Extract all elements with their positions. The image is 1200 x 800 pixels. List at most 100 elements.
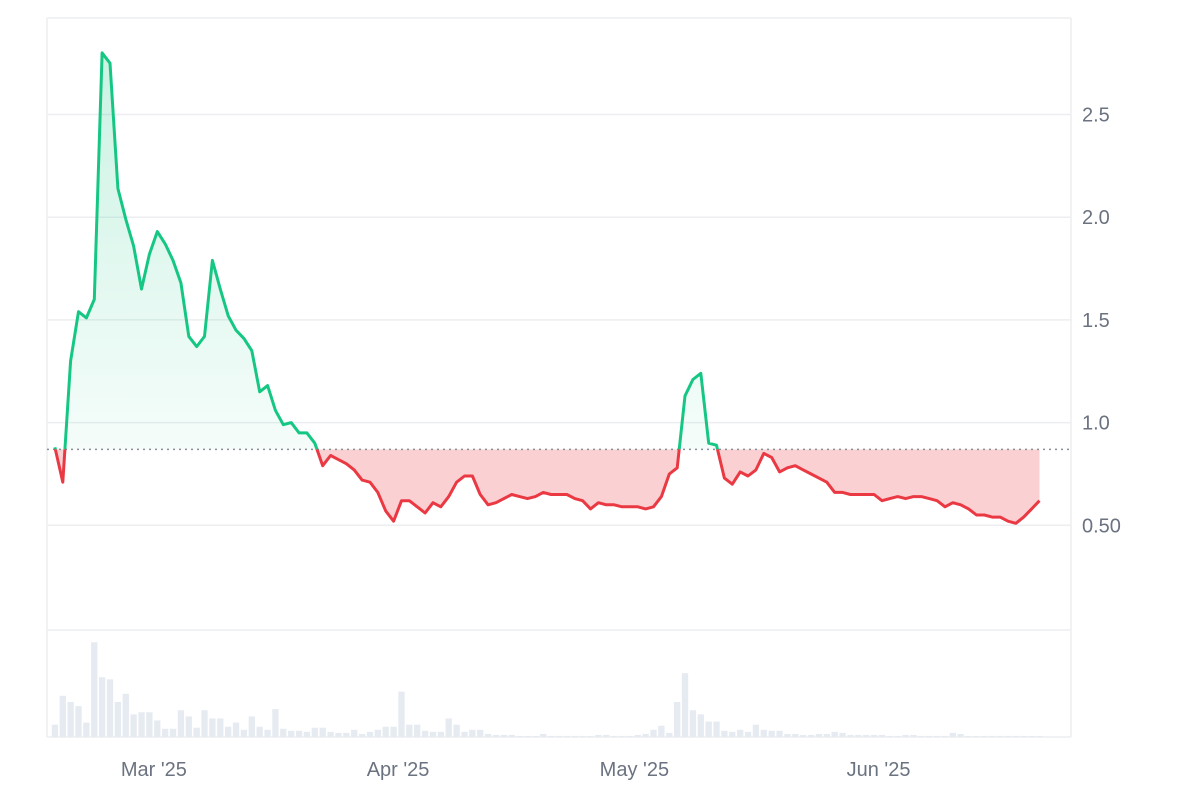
volume-bar <box>886 735 893 737</box>
volume-bar <box>674 701 681 737</box>
volume-bar <box>185 716 192 737</box>
volume-bar <box>626 735 634 737</box>
x-axis-ticks: Mar '25 Apr '25 May '25 Jun '25 <box>121 759 911 781</box>
volume-bar <box>839 732 846 737</box>
volume-bar <box>855 734 862 737</box>
volume-bar <box>555 735 563 737</box>
volume-bar <box>941 735 949 737</box>
volume-bar <box>524 735 531 737</box>
volume-bar <box>327 731 334 737</box>
volume-bar <box>225 726 232 737</box>
volume-bar <box>303 731 311 737</box>
price-area-fills <box>54 52 1040 524</box>
volume-bar <box>721 730 728 737</box>
volume-bar <box>162 728 169 737</box>
volume-bar <box>618 735 626 737</box>
volume-bar <box>815 733 823 737</box>
volume-bar <box>926 735 933 737</box>
volume-bar <box>500 734 508 737</box>
volume-bar <box>666 732 673 737</box>
area-below-baseline <box>55 449 1040 524</box>
volume-bar <box>295 730 303 737</box>
volume-bar <box>933 735 941 737</box>
volume-bar <box>1012 735 1020 737</box>
volume-bar <box>571 735 578 737</box>
volume-bar <box>217 718 224 737</box>
volume-bar <box>445 718 452 737</box>
volume-bar <box>1020 735 1027 737</box>
volume-bar <box>477 729 484 737</box>
volume-bar <box>603 734 610 737</box>
volume-bar <box>272 709 279 737</box>
volume-bar <box>957 733 964 737</box>
volume-bar <box>547 735 555 737</box>
volume-bar <box>713 721 720 737</box>
volume-bar <box>209 718 216 737</box>
volume-bar <box>744 731 752 737</box>
volume-bar <box>973 735 980 737</box>
area-above-baseline <box>54 52 1040 450</box>
volume-bar <box>1004 735 1012 737</box>
volume-bar <box>177 710 185 737</box>
volume-bar <box>201 710 208 737</box>
volume-bar <box>67 701 74 737</box>
volume-bar <box>484 733 492 737</box>
x-tick-label: Jun '25 <box>847 759 911 781</box>
volume-bar <box>146 712 153 737</box>
x-tick-label: May '25 <box>600 759 669 781</box>
y-axis-ticks: 0.50 1.0 1.5 2.0 2.5 <box>1082 105 1121 538</box>
volume-bar <box>800 734 807 737</box>
volume-bar <box>989 735 996 737</box>
volume-bar <box>319 727 326 737</box>
volume-bar <box>343 732 350 737</box>
volume-bar <box>106 679 114 737</box>
volume-bar <box>492 734 500 737</box>
volume-bar <box>650 729 657 737</box>
y-tick-label: 1.0 <box>1082 413 1110 435</box>
volume-bar <box>256 726 263 737</box>
volume-bar <box>469 729 476 737</box>
x-tick-label: Apr '25 <box>367 759 430 781</box>
volume-bar <box>461 731 468 737</box>
volume-bar <box>437 731 444 737</box>
volume-bar <box>83 722 90 737</box>
volume-bar <box>768 730 775 737</box>
volume-bar <box>280 728 287 737</box>
volume-bar <box>729 731 736 737</box>
volume-bar <box>949 732 956 737</box>
volume-bar <box>232 722 240 737</box>
volume-bar <box>579 735 586 737</box>
volume-bar <box>98 677 106 737</box>
volume-bar <box>878 734 886 737</box>
volume-bar <box>918 735 925 737</box>
volume-bar <box>981 735 988 737</box>
volume-bar <box>847 734 854 737</box>
volume-bar <box>784 733 791 737</box>
volume-bar <box>414 724 421 737</box>
volume-bar <box>902 734 909 737</box>
volume-bar <box>351 729 358 737</box>
volume-bar <box>965 735 972 737</box>
volume-bar <box>634 734 641 737</box>
volume-bar <box>335 732 342 737</box>
volume-bar <box>311 727 318 737</box>
volume-bar <box>792 733 799 737</box>
volume-bar <box>406 724 413 737</box>
volume-bar <box>540 733 547 737</box>
volume-bar <box>737 729 744 737</box>
volume-bar <box>658 725 665 737</box>
volume-bar <box>193 727 200 737</box>
volume-bar <box>453 724 460 737</box>
volume-bar <box>138 712 145 737</box>
volume-bar <box>595 734 602 737</box>
volume-bar <box>516 735 523 737</box>
volume-bar <box>130 714 137 737</box>
volume-bar <box>776 730 783 737</box>
volume-bar <box>398 691 405 737</box>
volume-bar <box>807 734 815 737</box>
y-tick-label: 0.50 <box>1082 515 1121 537</box>
volume-bar <box>248 716 255 737</box>
volume-bar <box>154 720 161 737</box>
volume-bar <box>288 730 295 737</box>
